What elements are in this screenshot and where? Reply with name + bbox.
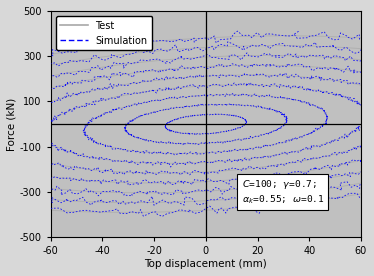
X-axis label: Top displacement (mm): Top displacement (mm) bbox=[144, 259, 267, 269]
Legend: Test, Simulation: Test, Simulation bbox=[56, 16, 153, 51]
Y-axis label: Force (kN): Force (kN) bbox=[7, 97, 17, 151]
Text: $C$=100; $\gamma$=0.7;
$\alpha_k$=0.55; $\omega$=0.1: $C$=100; $\gamma$=0.7; $\alpha_k$=0.55; … bbox=[242, 178, 324, 206]
